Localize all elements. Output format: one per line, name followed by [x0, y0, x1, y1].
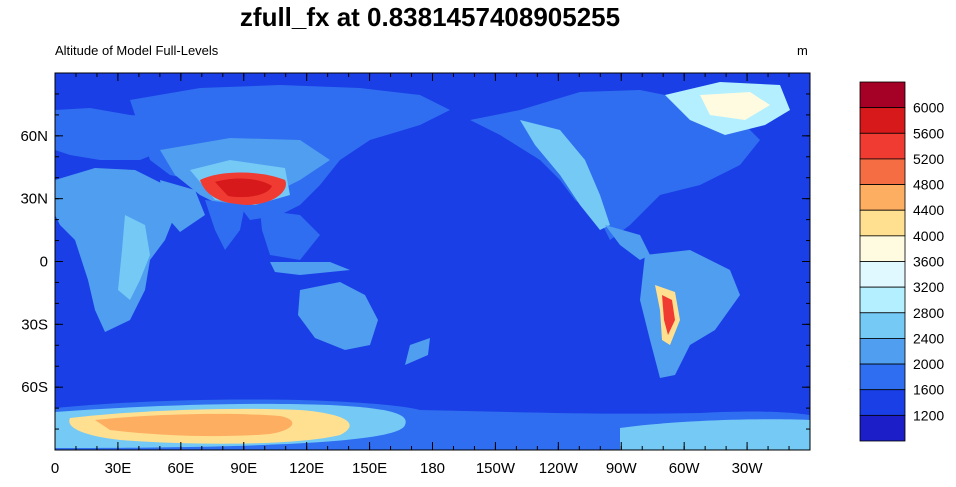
x-tick-label: 120W: [539, 460, 579, 477]
x-tick-label: 90W: [606, 460, 638, 477]
colorbar-label: 3600: [913, 254, 944, 270]
colorbar-label: 2800: [913, 305, 944, 321]
tibet-peak: [215, 178, 272, 198]
colorbar: 6000 5600 5200 4800 4400 4000 3600 3200 2800 2400…: [859, 81, 944, 442]
colorbar-box: [859, 209, 906, 237]
colorbar-label: 5200: [913, 151, 944, 167]
colorbar-box: [859, 158, 906, 185]
africa: [55, 168, 175, 332]
colorbar-box: [859, 132, 906, 160]
colorbar-label: 5600: [913, 125, 944, 141]
africa-highlands: [118, 215, 150, 300]
x-tick-label: 60E: [167, 460, 194, 477]
colorbar-box: [859, 363, 906, 391]
x-tick-label: 150W: [476, 460, 516, 477]
south-america: [640, 250, 740, 378]
x-tick-label: 120E: [289, 460, 324, 477]
indonesia: [270, 262, 350, 275]
antarctica-west: [620, 419, 810, 450]
x-tick-label: 0: [51, 460, 59, 477]
colorbar-label: 2400: [913, 330, 944, 346]
colorbar-label: 4400: [913, 202, 944, 218]
colorbar-label: 2000: [913, 356, 944, 372]
colorbar-label: 1600: [913, 382, 944, 398]
greenland-core: [700, 92, 770, 120]
y-tick-label: 30S: [21, 316, 48, 333]
rockies: [520, 120, 610, 230]
x-tick-label: 180: [420, 460, 445, 477]
colorbar-label: 3200: [913, 279, 944, 295]
colorbar-box: [859, 338, 906, 365]
colorbar-label: 4800: [913, 177, 944, 193]
x-tick-label: 30W: [732, 460, 764, 477]
new-zealand: [405, 338, 430, 365]
central-america: [605, 225, 650, 260]
map-field: [55, 73, 810, 450]
y-tick-label: 60S: [21, 379, 48, 396]
map-ticks: 0 30E 60E 90E 120E 150E 180 150W 120W 90W 60W 30W 60…: [20, 73, 810, 477]
units-label: m: [797, 43, 808, 58]
colorbar-box: [859, 389, 906, 416]
colorbar-box: [859, 81, 906, 109]
x-tick-label: 60W: [669, 460, 701, 477]
colorbar-label: 1200: [913, 407, 944, 423]
y-tick-label: 30N: [20, 191, 48, 208]
x-tick-label: 90E: [230, 460, 257, 477]
colorbar-box: [859, 107, 906, 134]
variable-long-name: Altitude of Model Full-Levels: [55, 43, 219, 58]
colorbar-box: [859, 414, 906, 442]
arabia: [160, 180, 205, 232]
colorbar-box: [859, 286, 906, 314]
colorbar-box: [859, 312, 906, 339]
colorbar-label: 6000: [913, 100, 944, 116]
india: [205, 200, 245, 250]
x-tick-label: 30E: [105, 460, 132, 477]
colorbar-label: 4000: [913, 228, 944, 244]
andes-peak: [662, 295, 675, 335]
colorbar-box: [859, 235, 906, 262]
antarctica-peak: [95, 413, 293, 437]
southeast-asia: [260, 210, 320, 260]
y-tick-label: 60N: [20, 128, 48, 145]
y-tick-label: 0: [40, 254, 48, 271]
x-tick-label: 150E: [352, 460, 387, 477]
colorbar-box: [859, 184, 906, 211]
plot-title: zfull_fx at 0.8381457408905255: [239, 2, 621, 32]
colorbar-box: [859, 261, 906, 288]
australia: [298, 282, 378, 350]
